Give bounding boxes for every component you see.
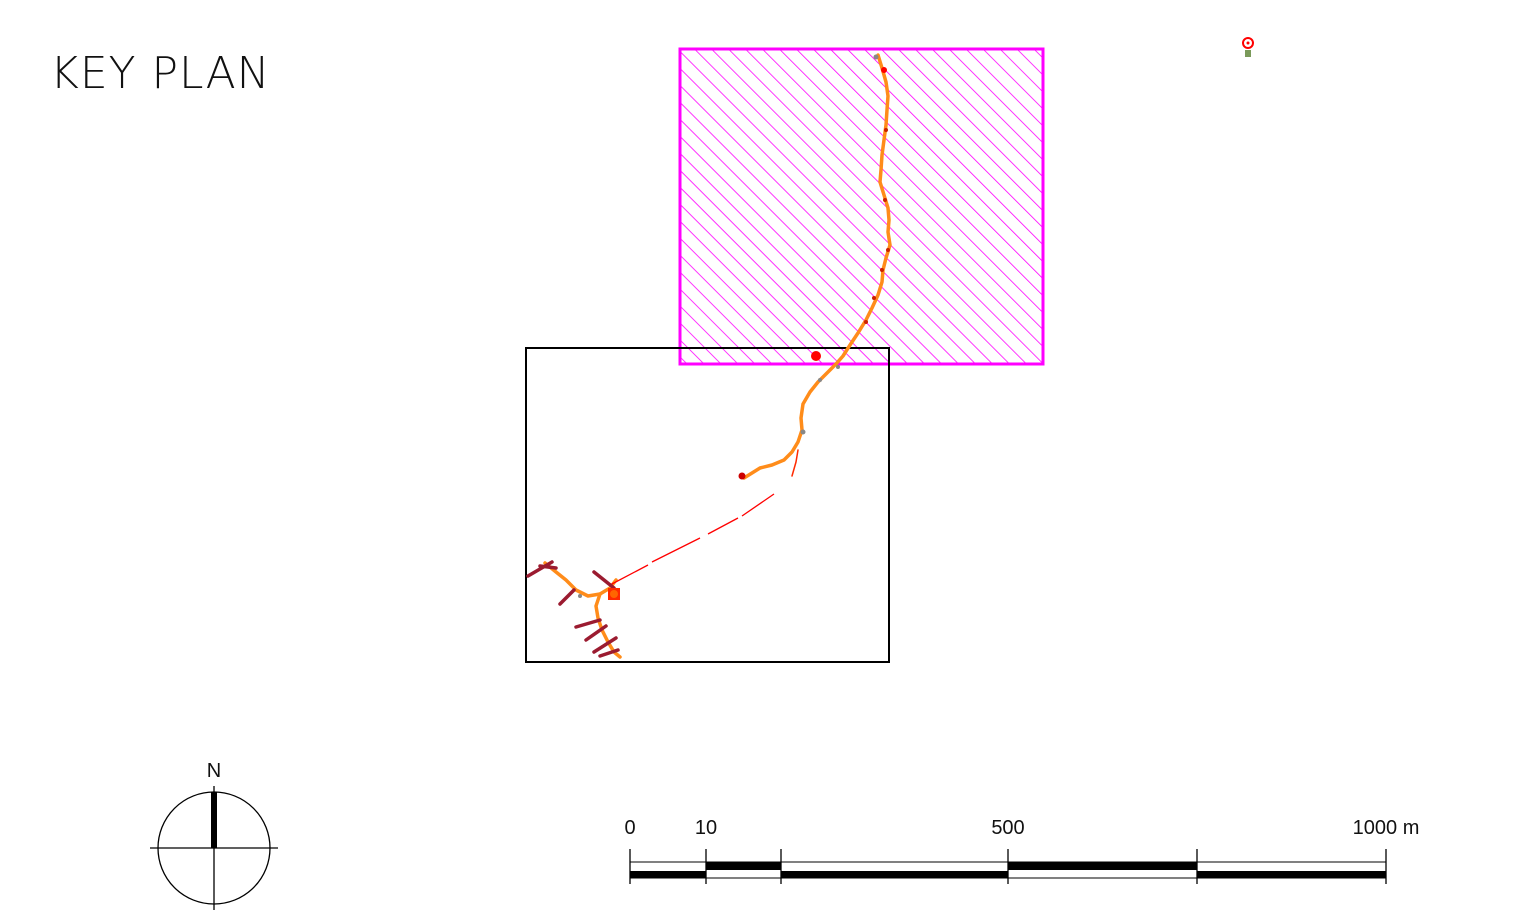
- location-pin-icon: [1242, 37, 1254, 57]
- adjacent-sheet-frame: [525, 347, 890, 663]
- scale-label-1000: 1000 m: [1353, 817, 1420, 839]
- current-sheet-highlight: [678, 47, 1045, 366]
- scale-bar: 0 10 500 1000 m: [624, 817, 1419, 884]
- page-title: KEY PLAN: [50, 48, 271, 99]
- north-label: N: [207, 760, 221, 782]
- scale-label-500: 500: [991, 817, 1024, 839]
- crossing-markers: [526, 560, 620, 658]
- north-arrow-icon: N: [150, 760, 278, 910]
- scale-label-10: 10: [695, 817, 717, 839]
- dashed-connector: [609, 493, 775, 586]
- site-markers: [578, 54, 890, 600]
- scale-label-0: 0: [624, 817, 635, 839]
